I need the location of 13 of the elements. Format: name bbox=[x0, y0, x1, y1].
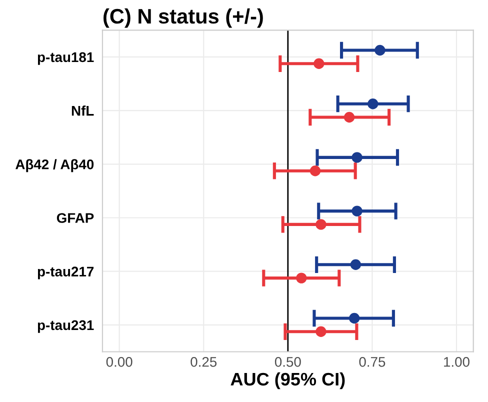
y-tick-label: Aβ42 / Aβ40 bbox=[16, 159, 94, 172]
y-tick-label: NfL bbox=[72, 106, 94, 116]
x-tick-label: 1.00 bbox=[444, 356, 470, 367]
x-axis-title: AUC (95% CI) bbox=[230, 372, 345, 390]
x-tick-label: 0.00 bbox=[106, 356, 132, 367]
y-tick-label: GFAP bbox=[56, 213, 94, 223]
x-tick-label: 0.50 bbox=[274, 356, 301, 367]
x-tick-label: 0.25 bbox=[190, 356, 217, 367]
y-tick-label: p-tau181 bbox=[38, 52, 94, 65]
y-tick-label: p-tau231 bbox=[38, 320, 94, 333]
x-tick-label: 0.75 bbox=[359, 356, 386, 367]
y-tick-label: p-tau217 bbox=[38, 266, 94, 280]
chart-title: (C) N status (+/-) bbox=[104, 8, 263, 28]
